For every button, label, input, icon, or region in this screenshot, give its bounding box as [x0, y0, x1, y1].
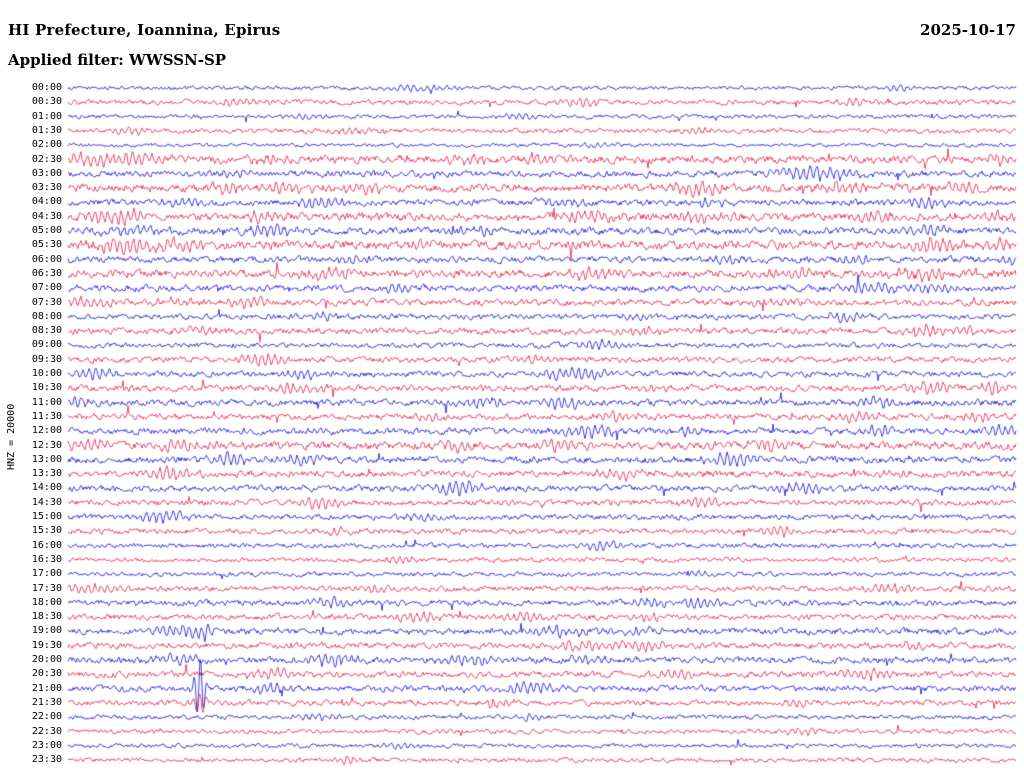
time-label: 05:00 [31, 225, 62, 236]
time-label: 23:30 [31, 754, 62, 766]
time-label: 10:30 [31, 382, 62, 394]
time-label: 17:00 [31, 568, 62, 580]
time-label: 01:00 [31, 110, 62, 122]
time-label: 18:30 [31, 611, 62, 623]
time-label: 11:00 [31, 396, 62, 408]
time-label: 15:30 [31, 525, 62, 537]
record-date: 2025-10-17 [920, 21, 1016, 39]
time-label: 09:00 [31, 339, 62, 351]
filter-label: Applied filter: WWSSN-SP [8, 51, 227, 69]
time-label: 17:30 [31, 582, 62, 594]
station-title: HI Prefecture, Ioannina, Epirus [8, 21, 281, 39]
time-label: 08:30 [31, 325, 62, 337]
time-label: 07:30 [31, 296, 62, 308]
time-label: 01:30 [31, 124, 62, 136]
time-label: 22:30 [31, 725, 62, 737]
time-label: 02:30 [31, 153, 62, 165]
time-label: 14:30 [31, 496, 62, 508]
time-label: 09:30 [31, 353, 62, 365]
time-label: 13:30 [31, 468, 62, 480]
time-label: 12:00 [31, 425, 62, 437]
time-label: 14:00 [31, 482, 62, 494]
time-label: 11:30 [31, 410, 62, 422]
time-label: 19:00 [31, 625, 62, 637]
time-label: 21:30 [31, 696, 62, 708]
time-label: 07:00 [31, 282, 62, 294]
time-label: 02:00 [31, 139, 62, 151]
time-label: 06:30 [31, 267, 62, 279]
time-label: 05:30 [31, 239, 62, 251]
time-label: 20:00 [31, 654, 62, 665]
time-label: 00:00 [31, 82, 62, 93]
time-label: 13:00 [31, 453, 62, 465]
time-label: 10:00 [31, 368, 62, 379]
time-label: 08:00 [31, 310, 62, 322]
time-label: 22:00 [31, 711, 62, 723]
time-label: 03:30 [31, 182, 62, 194]
time-label: 00:30 [31, 96, 62, 108]
time-label: 16:30 [31, 553, 62, 565]
time-label: 23:00 [31, 739, 62, 751]
time-label: 06:00 [31, 253, 62, 265]
time-label: 15:00 [31, 511, 62, 522]
time-label: 21:00 [31, 682, 62, 694]
time-label: 16:00 [31, 539, 62, 551]
time-label: 18:00 [31, 596, 62, 608]
time-label: 04:30 [31, 210, 62, 222]
time-label: 19:30 [31, 639, 62, 651]
time-label: 20:30 [31, 668, 62, 680]
time-label: 04:00 [31, 196, 62, 208]
time-label: 12:30 [31, 439, 62, 451]
time-label: 03:00 [31, 167, 62, 179]
